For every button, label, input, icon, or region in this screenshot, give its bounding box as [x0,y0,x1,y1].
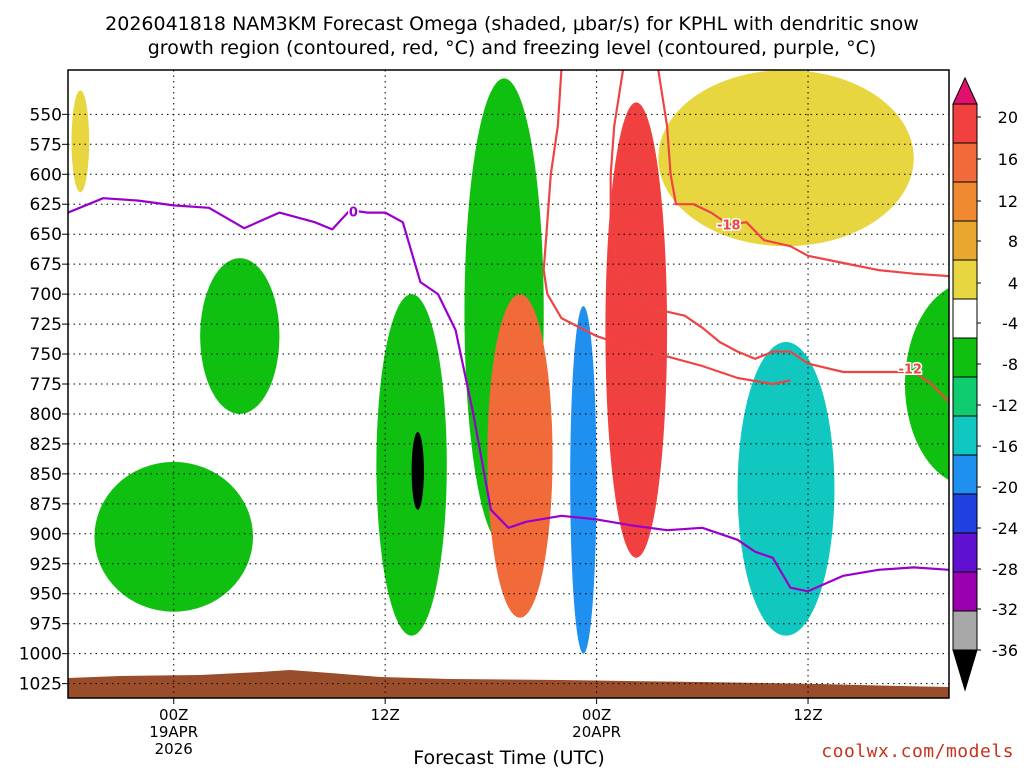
y-tick-label: 750 [30,345,62,365]
colorbar: 20 16 12 8 4 -4 -8 -12 -16 -20 -24 -28 -32 -36 [952,76,1018,692]
colorbar-label: 20 [998,108,1018,127]
y-tick-label: 675 [30,255,62,275]
y-tick-label: 625 [30,195,62,215]
omega-region-ascent [411,431,424,510]
y-tick-label: 700 [30,285,62,305]
colorbar-swatch [952,610,978,651]
colorbar-swatch [952,337,978,378]
colorbar-label: -16 [992,437,1018,456]
omega-region-descent [1002,390,1024,630]
y-tick-label: 1000 [19,645,62,665]
colorbar-label: 16 [998,150,1018,169]
colorbar-swatch [952,493,978,534]
y-tick-label: 850 [30,465,62,485]
omega-region-ascent [570,306,597,654]
y-tick-label: 975 [30,615,62,635]
colorbar-swatch [952,298,978,339]
y-tick-label: 875 [30,495,62,515]
contours: -18-18-120 [68,70,949,593]
colorbar-label: -28 [992,560,1018,579]
x-tick-label: 12Z [370,706,399,724]
colorbar-label: -8 [1002,355,1018,374]
x-axis-label: Forecast Time (UTC) [413,747,604,768]
omega-region-descent [605,102,668,558]
colorbar-swatch [952,220,978,261]
x-date-label: 19APR [149,723,198,741]
freezing-level-label: 0 [349,205,358,220]
colorbar-swatch [952,454,978,495]
credit-text: coolwx.com/models [821,741,1014,762]
x-tick-label: 00Z [159,706,188,724]
gridlines [68,70,949,698]
x-date-label: 2026 [155,740,193,758]
colorbar-swatch [952,532,978,573]
y-tick-label: 925 [30,555,62,575]
omega-region-ascent [200,258,280,414]
omega-region-ascent [94,461,254,612]
y-tick-label: 600 [30,165,62,185]
y-tick-label: 825 [30,435,62,455]
y-tick-label: 950 [30,585,62,605]
colorbar-label: 4 [1008,274,1018,293]
omega-shading [71,70,1024,654]
colorbar-label: -4 [1002,314,1018,333]
y-tick-label: 800 [30,405,62,425]
chart-title-line2: growth region (contoured, red, °C) and f… [148,37,877,59]
colorbar-label: -12 [992,396,1018,415]
colorbar-label: -36 [992,641,1018,660]
chart-title-line1: 2026041818 NAM3KM Forecast Omega (shaded… [105,13,919,35]
omega-region-descent [658,70,914,247]
colorbar-max-arrow [952,76,978,105]
omega-region-ascent [376,294,447,636]
colorbar-label: 8 [1008,232,1018,251]
colorbar-label: -32 [992,600,1018,619]
omega-region-ascent [737,342,835,636]
y-tick-label: 650 [30,225,62,245]
y-tick-label: 550 [30,105,62,125]
omega-region-descent [487,294,553,618]
y-axis-ticks: 550 575 600 625 650 675 700 725 750 775 800 825 850 8… [19,105,68,695]
y-tick-label: 1025 [19,675,62,695]
colorbar-swatch [952,259,978,300]
y-tick-label: 575 [30,135,62,155]
dgz-contour-line [542,70,791,386]
x-date-label: 20APR [572,723,621,741]
dgz-contour-label: -18 [717,219,741,234]
plot-area: -18-18-120 [68,70,1024,698]
x-tick-label: 12Z [793,706,822,724]
colorbar-swatch [952,376,978,417]
y-tick-label: 900 [30,525,62,545]
dgz-contour-line [609,70,949,404]
colorbar-swatch [952,103,978,144]
freezing-level-line [68,197,949,593]
colorbar-label: -20 [992,478,1018,497]
colorbar-swatch [952,571,978,612]
colorbar-label: -24 [992,519,1018,538]
x-tick-label: 00Z [582,706,611,724]
colorbar-min-arrow [952,649,978,692]
colorbar-label: 12 [998,192,1018,211]
colorbar-swatch [952,415,978,456]
dgz-contour-line [657,70,949,278]
dgz-contour-label: -12 [898,362,922,377]
colorbar-swatch [952,142,978,183]
colorbar-swatch [952,181,978,222]
y-tick-label: 725 [30,315,62,335]
y-tick-label: 775 [30,375,62,395]
omega-region-descent [71,90,90,193]
